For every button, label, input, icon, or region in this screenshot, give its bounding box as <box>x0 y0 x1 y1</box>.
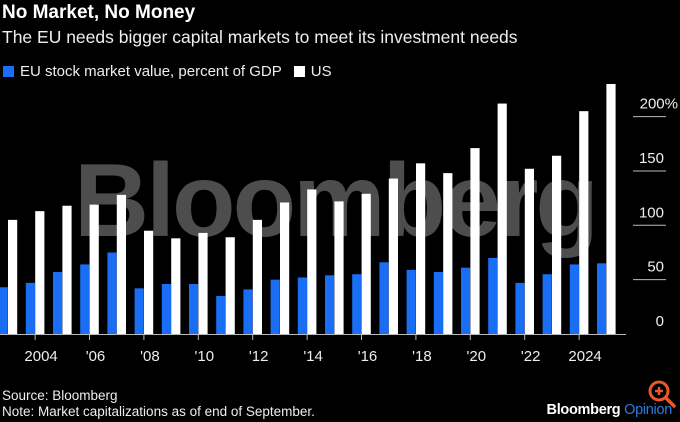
bar-eu <box>161 283 171 334</box>
x-tick-label: '06 <box>86 348 106 365</box>
legend-item-eu: EU stock market value, percent of GDP <box>3 63 282 80</box>
bar-eu <box>134 288 144 334</box>
bar-us <box>280 202 290 334</box>
bar-us <box>116 194 126 334</box>
bar-eu <box>352 274 362 334</box>
x-tick-label: '10 <box>195 348 215 365</box>
bar-eu <box>0 287 8 334</box>
chart-title: No Market, No Money <box>2 2 196 23</box>
bar-us <box>252 219 262 334</box>
legend-label-us: US <box>310 63 332 80</box>
bar-eu <box>297 277 307 334</box>
bar-us <box>361 193 371 334</box>
bar-eu <box>379 262 389 334</box>
bar-eu <box>107 252 117 334</box>
bar-us <box>416 163 426 334</box>
bar-eu <box>433 272 443 334</box>
bar-eu <box>325 275 335 334</box>
bar-us <box>443 173 453 334</box>
bar-eu <box>406 269 416 334</box>
x-tick-label: 2004 <box>24 348 57 365</box>
bar-us <box>89 204 99 334</box>
logo-suffix: Opinion <box>624 402 672 418</box>
logo-brand: Bloomberg <box>546 402 621 418</box>
bar-us <box>524 168 534 334</box>
bar-us <box>8 219 18 334</box>
bar-eu <box>80 264 90 334</box>
bar-eu <box>461 267 471 334</box>
legend-swatch-eu <box>3 66 14 77</box>
legend-item-us: US <box>293 63 332 80</box>
y-tick-label: 100 <box>639 204 664 221</box>
y-tick-label: 150 <box>639 150 664 167</box>
bar-us <box>225 237 235 334</box>
bar-us <box>579 111 589 334</box>
legend-swatch-us <box>293 66 305 77</box>
x-tick-label: '22 <box>521 348 541 365</box>
legend-label-eu: EU stock market value, percent of GDP <box>20 63 282 80</box>
bar-us <box>470 148 480 334</box>
source-note: Source: Bloomberg <box>2 388 118 403</box>
x-tick-label: '20 <box>467 348 487 365</box>
x-tick-label: '12 <box>249 348 269 365</box>
bar-us <box>606 83 616 335</box>
bar-us <box>35 211 45 334</box>
x-tick-label: '18 <box>412 348 432 365</box>
x-tick-label: 2024 <box>568 348 601 365</box>
bar-eu <box>189 283 199 334</box>
bar-eu <box>542 274 552 334</box>
bar-eu <box>569 264 579 334</box>
bar-us <box>198 232 208 334</box>
chart-subtitle: The EU needs bigger capital markets to m… <box>2 27 518 47</box>
x-tick-label: '08 <box>140 348 160 365</box>
bar-us <box>552 155 562 334</box>
bar-eu <box>270 279 280 334</box>
bar-eu <box>216 295 226 334</box>
legend: EU stock market value, percent of GDP US <box>3 63 344 80</box>
x-tick-label: '16 <box>358 348 378 365</box>
bar-eu <box>597 263 607 334</box>
zoom-in-icon[interactable] <box>646 378 680 412</box>
bar-us <box>171 238 181 334</box>
bar-eu <box>243 289 253 334</box>
bar-eu <box>488 257 498 334</box>
bar-us <box>144 230 154 334</box>
bar-us <box>334 201 344 334</box>
bar-us <box>388 178 398 334</box>
x-tick-label: '14 <box>303 348 323 365</box>
y-tick-label: 200% <box>640 96 678 113</box>
bar-eu <box>25 282 35 334</box>
footnote: Note: Market capitalizations as of end o… <box>2 404 315 419</box>
bloomberg-opinion-logo: Bloomberg Opinion <box>546 402 673 418</box>
bar-us <box>497 103 507 334</box>
bar-eu <box>515 282 525 334</box>
y-tick-label: 50 <box>647 259 664 276</box>
bar-us <box>307 189 317 334</box>
bar-us <box>62 205 72 334</box>
y-tick-label: 0 <box>656 313 664 330</box>
bar-eu <box>53 272 63 334</box>
